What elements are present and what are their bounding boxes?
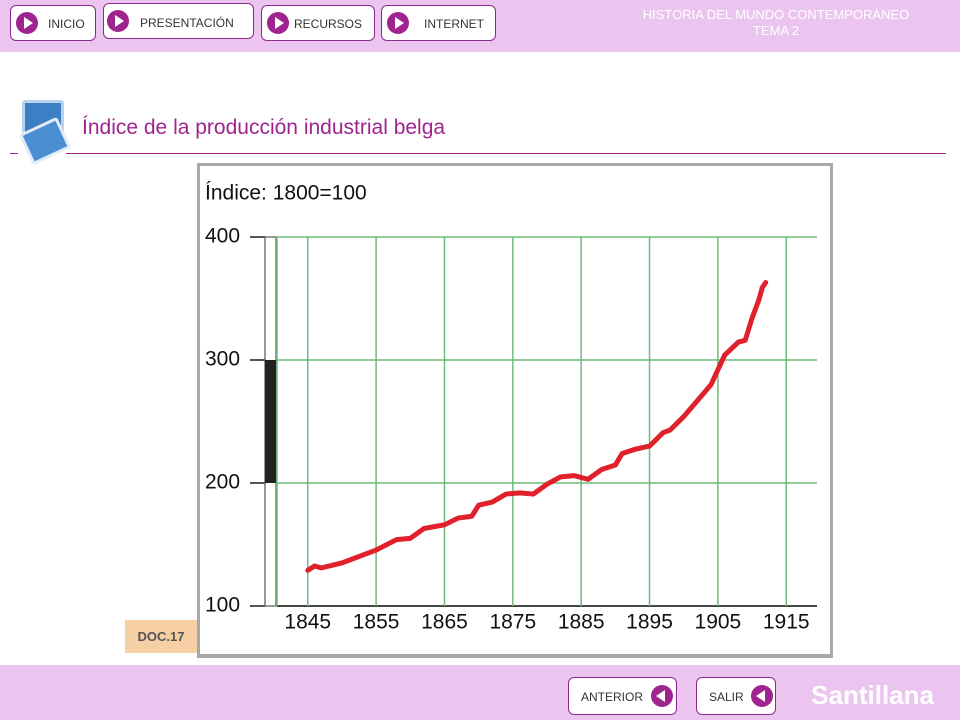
y-tick-label: 400	[205, 225, 240, 248]
nav-label: INTERNET	[424, 17, 484, 31]
rule	[66, 153, 946, 154]
back-icon	[751, 685, 773, 707]
chart-background	[200, 166, 830, 654]
footer-button[interactable]: ANTERIOR	[568, 677, 677, 715]
x-tick-label: 1905	[695, 611, 742, 634]
header-title: HISTORIA DEL MUNDO CONTEMPORÁNEO	[642, 7, 910, 22]
data-line	[305, 280, 769, 573]
chart: Índice: 1800=100 100 200 300 400 1845 1855 186…	[200, 166, 830, 654]
rule	[10, 153, 18, 154]
x-tick-label: 1845	[284, 611, 331, 634]
nav-button[interactable]: PRESENTACIÓN	[103, 3, 254, 39]
bottom-bar	[0, 665, 960, 720]
brand: Santillana	[811, 680, 934, 710]
footer-label: ANTERIOR	[581, 690, 644, 704]
nav-label: RECURSOS	[294, 17, 363, 31]
play-icon	[267, 12, 289, 34]
x-tick-label: 1875	[489, 611, 536, 634]
y-tick-label: 200	[205, 471, 240, 494]
play-icon	[107, 10, 129, 32]
axis-scale-bar	[265, 360, 276, 483]
y-tick-label: 300	[205, 348, 240, 371]
nav-button[interactable]: INICIO	[10, 5, 96, 41]
x-tick-label: 1895	[626, 611, 673, 634]
nav-label: INICIO	[48, 17, 85, 31]
chart-title: Índice: 1800=100	[205, 182, 367, 205]
header-subtitle: TEMA 2	[752, 23, 800, 38]
doc-label: DOC.17	[125, 620, 197, 653]
x-tick-label: 1865	[421, 611, 468, 634]
x-tick-label: 1915	[763, 611, 810, 634]
back-icon	[651, 685, 673, 707]
play-icon	[387, 12, 409, 34]
y-tick-label: 100	[205, 594, 240, 617]
x-tick-label: 1855	[353, 611, 400, 634]
play-icon	[16, 12, 38, 34]
footer-label: SALIR	[709, 690, 744, 704]
x-tick-label: 1885	[558, 611, 605, 634]
footer-button[interactable]: SALIR	[696, 677, 776, 715]
page-title: Índice de la producción industrial belga	[82, 116, 446, 139]
header: HISTORIA DEL MUNDO CONTEMPORÁNEO TEMA 2	[606, 7, 946, 39]
nav-button[interactable]: INTERNET	[381, 5, 496, 41]
nav-label: PRESENTACIÓN	[140, 16, 234, 30]
nav-button[interactable]: RECURSOS	[261, 5, 375, 41]
